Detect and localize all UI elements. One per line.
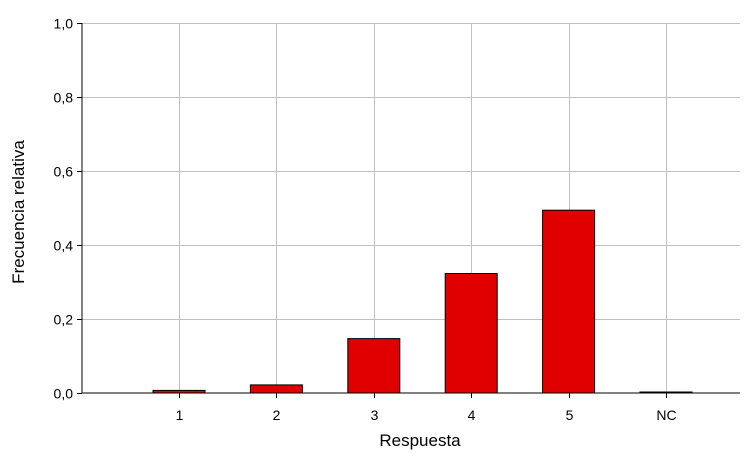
x-tick-label: 3 — [371, 407, 379, 423]
y-tick-label: 0,8 — [54, 90, 74, 106]
axes — [81, 23, 740, 394]
x-tick-label: NC — [656, 407, 676, 423]
y-tick-label: 0,0 — [54, 386, 74, 402]
x-tick-label: 2 — [273, 407, 281, 423]
bar-5 — [542, 209, 596, 394]
y-tick-label: 0,2 — [54, 312, 74, 328]
x-axis-title: Respuesta — [379, 431, 461, 450]
y-tick-label: 0,4 — [54, 238, 74, 254]
y-tick-label: 0,6 — [54, 164, 74, 180]
x-ticks: 1 2 3 4 5 NC — [176, 393, 677, 423]
x-tick-label: 1 — [176, 407, 184, 423]
bar-4 — [444, 273, 498, 394]
y-axis-title: Frecuencia relativa — [9, 140, 28, 284]
x-tick-label: 5 — [566, 407, 574, 423]
y-tick-label: 1,0 — [54, 16, 74, 32]
bars — [152, 209, 693, 394]
bar-2 — [249, 384, 303, 394]
grid — [82, 23, 740, 393]
x-tick-label: 4 — [468, 407, 476, 423]
bar-3 — [347, 338, 401, 394]
y-ticks: 0,0 0,2 0,4 0,6 0,8 1,0 — [54, 16, 82, 402]
